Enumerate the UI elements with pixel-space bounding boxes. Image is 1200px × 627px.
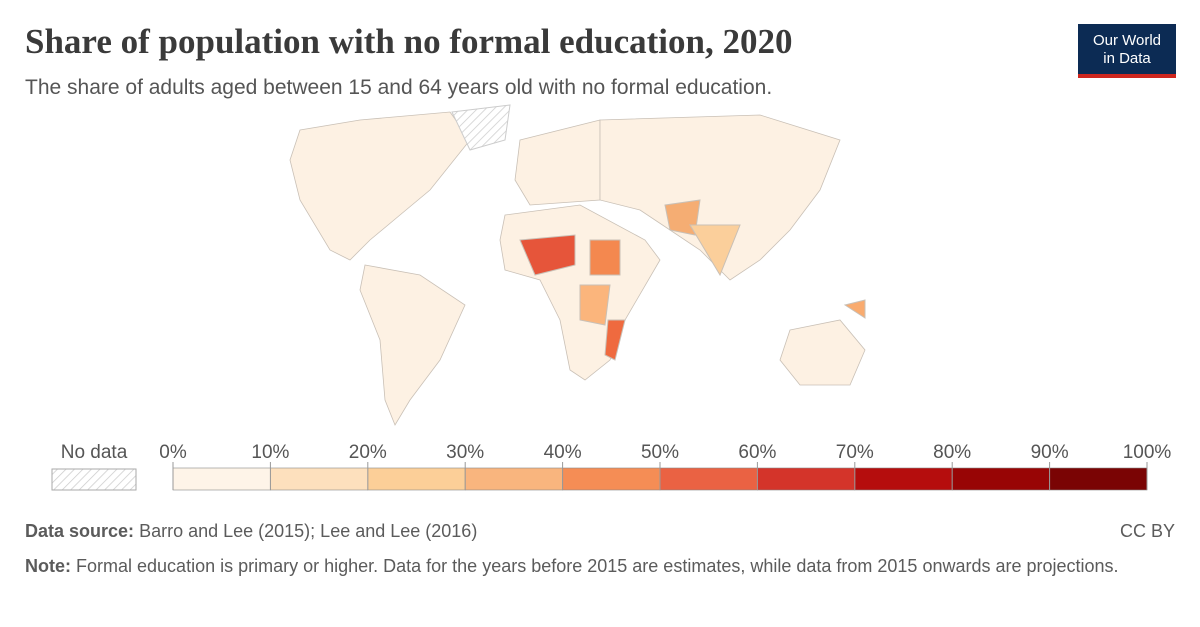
world-map bbox=[289, 104, 866, 426]
legend-bin bbox=[1049, 467, 1148, 491]
license[interactable]: CC BY bbox=[1119, 521, 1175, 541]
south-america bbox=[359, 264, 466, 426]
legend-bin bbox=[562, 467, 661, 491]
europe bbox=[514, 119, 601, 206]
note-text: Formal education is primary or higher. D… bbox=[76, 556, 1119, 576]
legend-bin bbox=[854, 467, 953, 491]
source: Data source: Barro and Lee (2015); Lee a… bbox=[25, 519, 1175, 543]
logo-line: Our World bbox=[1092, 32, 1162, 49]
legend-bin bbox=[270, 467, 369, 491]
tick-label: 20% bbox=[349, 442, 387, 463]
source-label: Data source: bbox=[25, 521, 135, 541]
legend-bin bbox=[951, 467, 1050, 491]
logo-line: in Data bbox=[1103, 50, 1151, 67]
tick-label: 70% bbox=[836, 442, 874, 463]
legend: No data 0% 10% 20% 30% 40% 50% 60% 70% 80% 90% 100… bbox=[51, 442, 1172, 491]
note: Note: Formal education is primary or hig… bbox=[25, 554, 1175, 578]
australia bbox=[779, 319, 866, 386]
no-data-label: No data bbox=[61, 442, 128, 463]
region-west-africa bbox=[519, 234, 576, 276]
north-america bbox=[289, 111, 471, 261]
no-data-swatch bbox=[51, 468, 137, 491]
legend-bin bbox=[659, 467, 758, 491]
region-sudan bbox=[589, 239, 621, 276]
region-drc bbox=[579, 284, 611, 326]
tick-label: 60% bbox=[738, 442, 776, 463]
tick-label: 100% bbox=[1123, 442, 1172, 463]
tick-label: 50% bbox=[641, 442, 679, 463]
legend-bin bbox=[757, 467, 856, 491]
tick-label: 10% bbox=[251, 442, 289, 463]
chart-title: Share of population with no formal educa… bbox=[25, 22, 793, 61]
region-india bbox=[689, 224, 741, 277]
logo[interactable]: Our World in Data bbox=[1078, 24, 1176, 78]
tick-label: 0% bbox=[159, 442, 187, 463]
region-png bbox=[843, 299, 866, 319]
asia bbox=[599, 114, 841, 281]
source-text: Barro and Lee (2015); Lee and Lee (2016) bbox=[139, 521, 478, 541]
legend-bin bbox=[464, 467, 563, 491]
chart-subtitle: The share of adults aged between 15 and … bbox=[25, 76, 773, 99]
legend-bin bbox=[172, 467, 271, 491]
region-mozambique bbox=[604, 319, 626, 361]
greenland bbox=[451, 104, 511, 151]
tick-label: 30% bbox=[446, 442, 484, 463]
legend-bin bbox=[367, 467, 466, 491]
tick-label: 40% bbox=[544, 442, 582, 463]
tick-label: 90% bbox=[1031, 442, 1069, 463]
note-label: Note: bbox=[25, 556, 71, 576]
tick-label: 80% bbox=[933, 442, 971, 463]
